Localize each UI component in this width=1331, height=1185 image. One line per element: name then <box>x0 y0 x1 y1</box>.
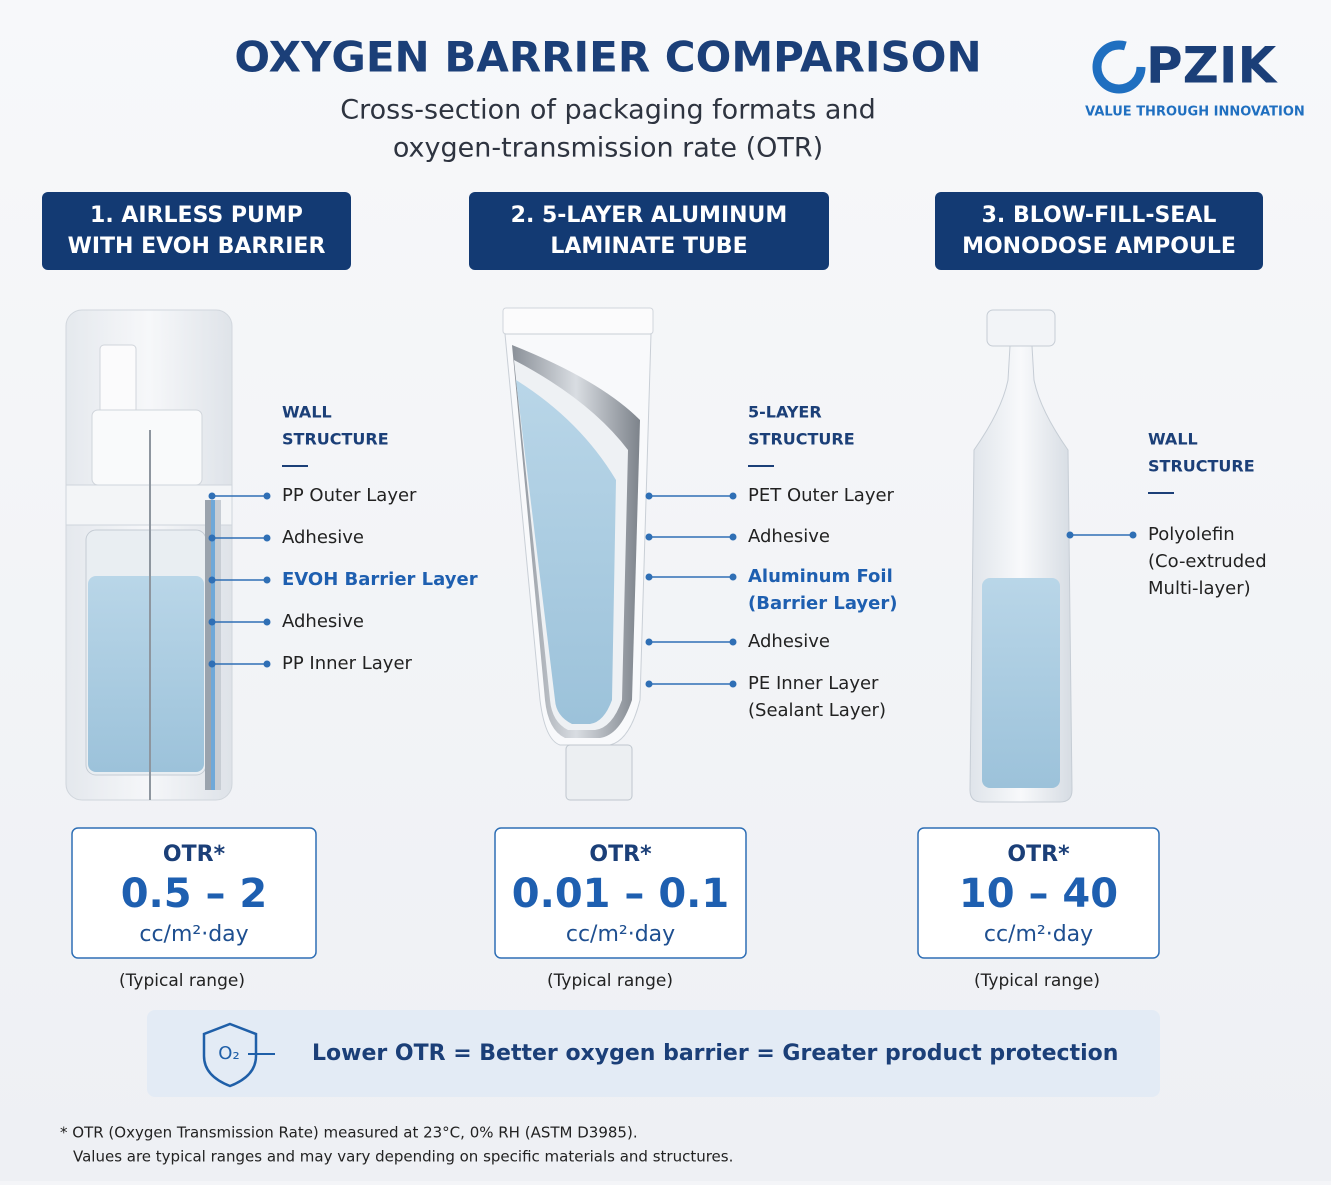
leader-dot <box>263 534 271 542</box>
otr-value: 10 – 40 <box>959 871 1118 917</box>
layer-label: Aluminum Foil <box>748 566 893 587</box>
banner-text: Lower OTR = Better oxygen barrier = Grea… <box>312 1041 1118 1066</box>
logo-tagline: VALUE THROUGH INNOVATION <box>1085 105 1305 120</box>
logo: PZIK VALUE THROUGH INNOVATION <box>1085 37 1305 120</box>
panel-title: 2. 5-LAYER ALUMINUM <box>511 203 788 228</box>
layer-band <box>211 500 215 790</box>
layer-label: PE Inner Layer <box>748 673 879 694</box>
layer-label: Adhesive <box>748 526 830 547</box>
leader-dot <box>645 573 653 581</box>
footnote: * OTR (Oxygen Transmission Rate) measure… <box>60 1124 638 1142</box>
title: OXYGEN BARRIER COMPARISON <box>234 33 981 82</box>
pump-collar <box>91 409 203 486</box>
layer-label: PP Inner Layer <box>282 653 413 674</box>
tube-nozzle <box>565 744 633 801</box>
leader-dot <box>645 492 653 500</box>
otr-box <box>917 827 1160 959</box>
shield-icon <box>202 1022 258 1088</box>
otr-value: 0.5 – 2 <box>121 871 268 917</box>
subtitle: Cross-section of packaging formats and <box>340 95 875 126</box>
leader-dot <box>729 492 737 500</box>
leader-dot <box>208 534 216 542</box>
otr-box <box>494 827 747 959</box>
icon-text: O₂ <box>218 1043 239 1064</box>
otr-value: 0.01 – 0.1 <box>512 871 729 917</box>
ampoule-tab <box>986 309 1056 347</box>
structure-heading: 5-LAYER <box>748 403 822 422</box>
otr-note: (Typical range) <box>119 971 245 991</box>
layer-band <box>215 500 221 790</box>
panel-header <box>935 192 1263 270</box>
layer-label: EVOH Barrier Layer <box>282 569 478 590</box>
airless-pump-illustration <box>65 309 233 801</box>
otr-unit: cc/m²·day <box>566 922 675 947</box>
structure-heading: STRUCTURE <box>748 430 855 449</box>
layer-label: (Barrier Layer) <box>748 593 897 614</box>
panel-header <box>42 192 351 270</box>
leader-dot <box>263 660 271 668</box>
leader-dot <box>263 618 271 626</box>
otr-label: OTR* <box>589 842 652 867</box>
leader-dot <box>263 576 271 584</box>
layer-label: Multi-layer) <box>1148 578 1251 599</box>
leader-dot <box>729 533 737 541</box>
layer-label: (Co-extruded <box>1148 551 1267 572</box>
panel-title: WITH EVOH BARRIER <box>68 234 326 259</box>
ampoule-illustration <box>969 309 1073 803</box>
structure-heading: WALL <box>1148 430 1198 449</box>
panel-header <box>469 192 829 270</box>
layer-label: Adhesive <box>748 631 830 652</box>
leader-dot <box>1066 531 1074 539</box>
structure-heading: WALL <box>282 403 332 422</box>
otr-label: OTR* <box>1007 842 1070 867</box>
footnote: Values are typical ranges and may vary d… <box>73 1148 733 1166</box>
leader-dot <box>729 573 737 581</box>
leader-dot <box>208 660 216 668</box>
otr-note: (Typical range) <box>547 971 673 991</box>
liquid <box>516 380 616 724</box>
leader-dot <box>208 576 216 584</box>
leader-dot <box>729 680 737 688</box>
leader-dot <box>729 638 737 646</box>
subtitle: oxygen-transmission rate (OTR) <box>393 133 823 164</box>
leader-dot <box>645 638 653 646</box>
otr-note: (Typical range) <box>974 971 1100 991</box>
otr-box <box>71 827 317 959</box>
structure-heading: STRUCTURE <box>1148 457 1255 476</box>
panel-title: 3. BLOW-FILL-SEAL <box>982 203 1217 228</box>
panel-title: MONODOSE AMPOULE <box>962 234 1236 259</box>
leader-dot <box>645 680 653 688</box>
banner <box>147 1010 1160 1097</box>
layer-label: Adhesive <box>282 527 364 548</box>
logo-name: PZIK <box>1146 37 1279 95</box>
structure-heading: STRUCTURE <box>282 430 389 449</box>
otr-unit: cc/m²·day <box>984 922 1093 947</box>
pump-head <box>99 344 137 416</box>
tube-illustration <box>502 307 654 801</box>
leader-dot <box>263 492 271 500</box>
layer-label: Adhesive <box>282 611 364 632</box>
layer-label: PP Outer Layer <box>282 485 417 506</box>
liquid <box>982 578 1060 788</box>
leader-dot <box>1129 531 1137 539</box>
leader-dot <box>645 533 653 541</box>
layer-band <box>205 500 211 790</box>
leader-dot <box>208 492 216 500</box>
panel-title: LAMINATE TUBE <box>550 234 747 259</box>
logo-ring <box>1092 40 1146 94</box>
leader-dot <box>208 618 216 626</box>
layer-label: Polyolefin <box>1148 524 1235 545</box>
liquid <box>88 576 204 772</box>
layer-label: (Sealant Layer) <box>748 700 886 721</box>
layer-label: PET Outer Layer <box>748 485 895 506</box>
panel-title: 1. AIRLESS PUMP <box>90 203 303 228</box>
otr-label: OTR* <box>163 842 226 867</box>
tube-crimp <box>502 307 654 335</box>
otr-unit: cc/m²·day <box>139 922 248 947</box>
